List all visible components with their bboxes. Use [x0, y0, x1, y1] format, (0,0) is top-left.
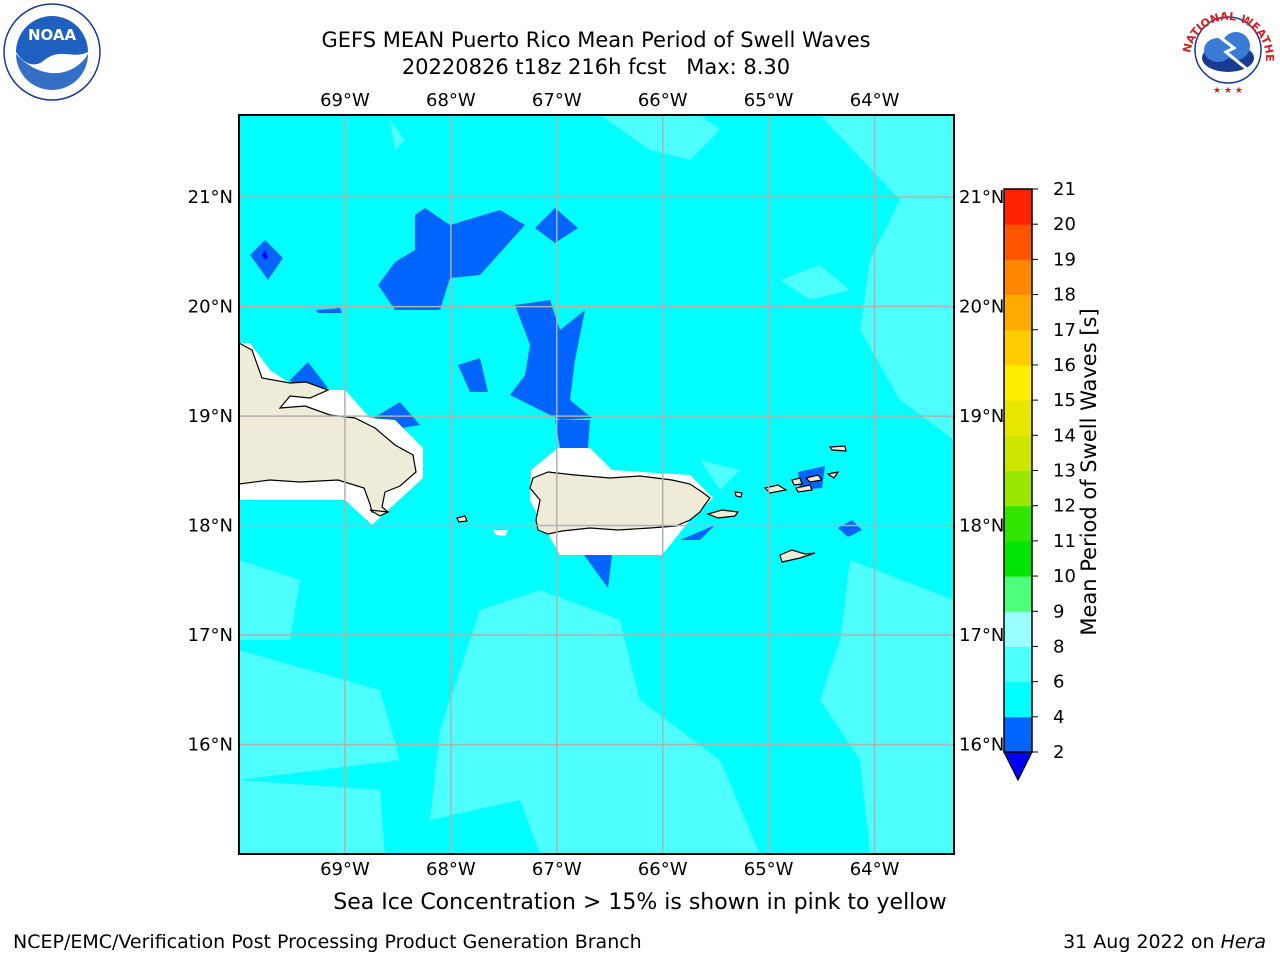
puerto-rico — [529, 471, 711, 535]
colorbar-tick-label: 11 — [1053, 531, 1076, 552]
virgin-islands — [763, 471, 840, 494]
colorbar-block — [1004, 435, 1032, 471]
colorbar-label: Mean Period of Swell Waves [s] — [1077, 308, 1101, 635]
colorbar-block — [1004, 364, 1032, 401]
lon-label-top: 69°W — [320, 90, 370, 111]
noaa-logo: NOAA — [3, 3, 101, 101]
colorbar-tick-label: 14 — [1053, 425, 1076, 446]
lat-label-right: 21°N — [959, 187, 1004, 208]
lon-label-top: 64°W — [850, 90, 900, 111]
lon-labels-top: 69°W 68°W 67°W 66°W 65°W 64°W — [320, 90, 900, 111]
lon-label-bottom: 68°W — [426, 859, 476, 880]
lat-label-right: 18°N — [959, 516, 1004, 537]
lon-label-bottom: 66°W — [638, 859, 688, 880]
footer-date: 31 Aug 2022 on — [1063, 931, 1221, 953]
map-frame — [238, 114, 955, 855]
footer-host: Hera — [1220, 931, 1266, 953]
lat-label-right: 19°N — [959, 406, 1004, 427]
lon-labels-bottom: 69°W 68°W 67°W 66°W 65°W 64°W — [320, 859, 900, 880]
lat-label-right: 17°N — [959, 625, 1004, 646]
colorbar-tick-label: 18 — [1053, 285, 1076, 306]
colorbar-block — [1004, 259, 1032, 296]
colorbar-block — [1004, 505, 1032, 542]
colorbar-block — [1004, 189, 1032, 225]
lat-labels-right: 21°N 20°N 19°N 18°N 17°N 16°N — [959, 187, 1004, 755]
chart-title: GEFS MEAN Puerto Rico Mean Period of Swe… — [321, 28, 871, 52]
lon-label-top: 67°W — [532, 90, 582, 111]
colorbar-block — [1004, 329, 1032, 366]
colorbar-tick-label: 4 — [1053, 707, 1064, 728]
colorbar: 21 20 19 18 17 16 15 14 13 12 11 10 9 8 6 4 2 Mean Perio… — [1003, 179, 1101, 782]
colorbar-tick-label: 12 — [1053, 496, 1076, 517]
lon-label-top: 65°W — [744, 90, 794, 111]
min-spot — [262, 250, 268, 260]
lon-label-bottom: 69°W — [320, 859, 370, 880]
colorbar-tick-label: 6 — [1053, 672, 1064, 693]
colorbar-block — [1004, 400, 1032, 436]
colorbar-tick-label: 8 — [1053, 636, 1064, 657]
colorbar-block — [1004, 646, 1032, 683]
colorbar-tick-label: 9 — [1053, 601, 1064, 622]
colorbar-block — [1004, 576, 1032, 612]
footer-date-host: 31 Aug 2022 on Hera — [1063, 931, 1266, 953]
lon-label-bottom: 64°W — [850, 859, 900, 880]
map-fields — [239, 115, 954, 854]
lon-label-top: 66°W — [638, 90, 688, 111]
colorbar-block — [1004, 224, 1032, 260]
colorbar-tick-label: 2 — [1053, 742, 1064, 763]
chart-subtitle: 20220826 t18z 216h fcst Max: 8.30 — [401, 55, 791, 79]
colorbar-tick-label: 10 — [1053, 566, 1076, 587]
grid-lines — [239, 115, 954, 854]
swell-6-8s-regions — [239, 115, 954, 854]
colorbar-block — [1004, 540, 1032, 577]
colorbar-tick-label: 21 — [1053, 179, 1076, 200]
sea-ice-note: Sea Ice Concentration > 15% is shown in … — [333, 890, 947, 915]
hispaniola — [239, 342, 417, 513]
colorbar-tick-label: 19 — [1053, 249, 1076, 270]
noaa-wordmark: NOAA — [28, 26, 77, 44]
lon-label-top: 68°W — [426, 90, 476, 111]
colorbar-extend-under — [1003, 751, 1033, 782]
lat-label-left: 20°N — [188, 297, 233, 318]
lat-label-left: 21°N — [188, 187, 233, 208]
colorbar-blocks — [1003, 188, 1033, 782]
lat-label-left: 16°N — [188, 735, 233, 756]
lon-label-bottom: 65°W — [744, 859, 794, 880]
cay-w — [369, 509, 391, 517]
colorbar-block — [1004, 716, 1032, 753]
colorbar-tick-label: 20 — [1053, 214, 1076, 235]
colorbar-tick-label: 13 — [1053, 461, 1076, 482]
lat-label-right: 16°N — [959, 735, 1004, 756]
lat-label-right: 20°N — [959, 297, 1004, 318]
colorbar-ticks: 21 20 19 18 17 16 15 14 13 12 11 10 9 8 6 4 2 — [1032, 179, 1076, 763]
nws-logo: NATIONAL WEATHER SERVICE ★ ★ ★ — [1178, 0, 1276, 97]
colorbar-tick-label: 15 — [1053, 390, 1076, 411]
colorbar-tick-label: 17 — [1053, 320, 1076, 341]
anegada — [828, 445, 847, 452]
lat-label-left: 18°N — [188, 516, 233, 537]
colorbar-block — [1004, 611, 1032, 647]
footer-branch: NCEP/EMC/Verification Post Processing Pr… — [13, 931, 642, 953]
colorbar-block — [1004, 681, 1032, 718]
st-croix — [779, 549, 816, 563]
lat-label-left: 17°N — [188, 625, 233, 646]
mona-island — [456, 515, 468, 523]
svg-text:★ ★ ★: ★ ★ ★ — [1213, 86, 1243, 96]
colorbar-block — [1004, 294, 1032, 331]
vieques — [706, 509, 740, 519]
colorbar-block — [1004, 470, 1032, 507]
lat-label-left: 19°N — [188, 406, 233, 427]
culebra — [734, 491, 743, 498]
land-areas — [239, 342, 847, 563]
lon-label-bottom: 67°W — [532, 859, 582, 880]
colorbar-tick-label: 16 — [1053, 355, 1076, 376]
lat-labels-left: 21°N 20°N 19°N 18°N 17°N 16°N — [188, 187, 233, 755]
